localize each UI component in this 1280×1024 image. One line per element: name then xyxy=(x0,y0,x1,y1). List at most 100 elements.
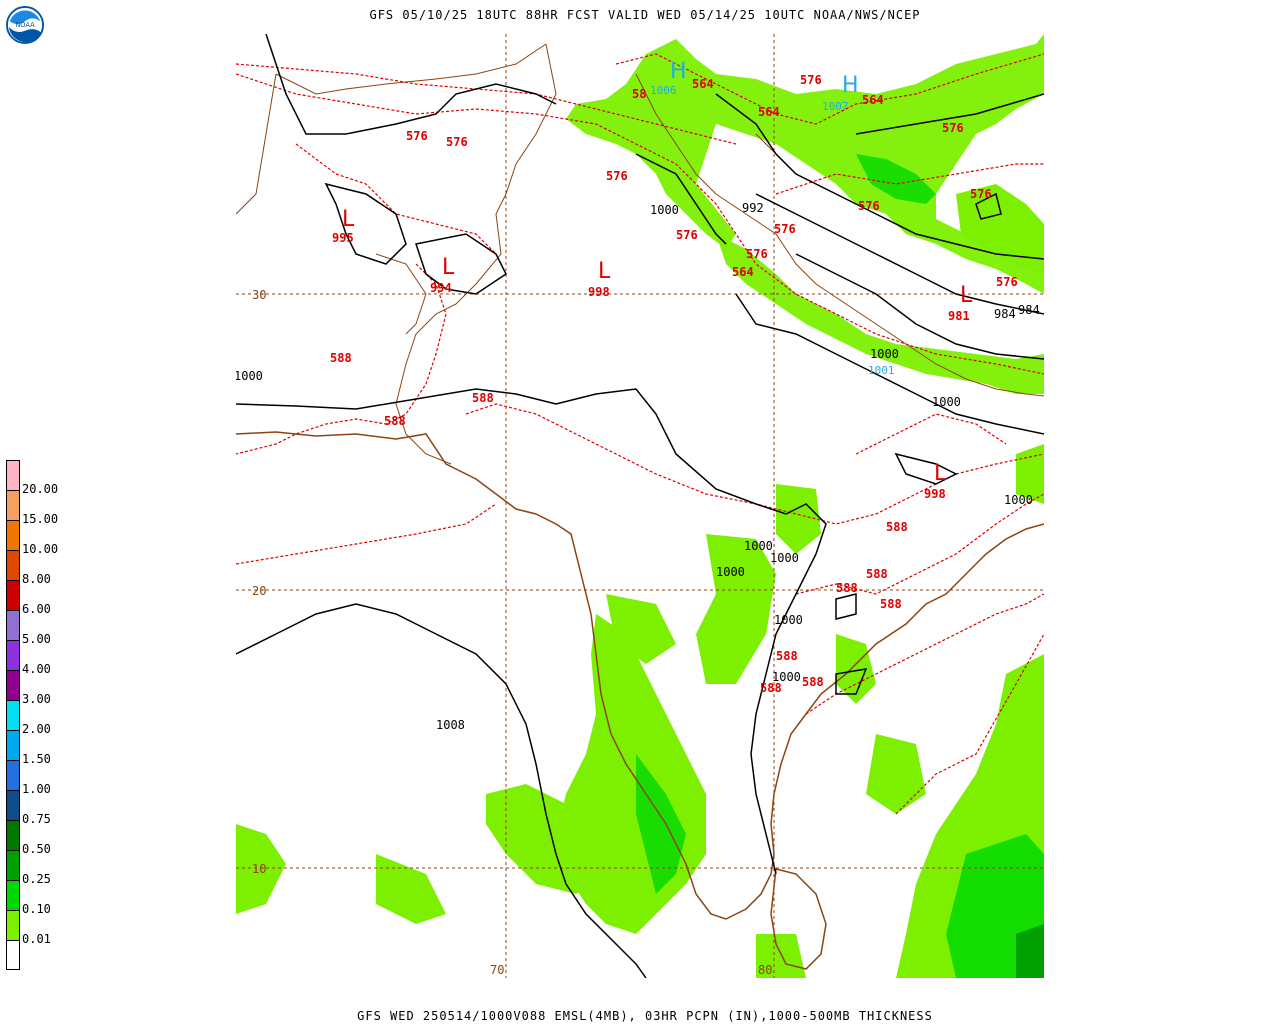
legend-swatch xyxy=(6,940,20,970)
thickness-label: 564 xyxy=(862,93,884,107)
precip-kerala xyxy=(636,754,686,894)
thickness-label: 576 xyxy=(996,275,1018,289)
lon-label-80: 80 xyxy=(758,963,772,977)
legend-label: 0.25 xyxy=(22,872,51,886)
precip-gangetic xyxy=(716,234,1044,394)
legend-swatch xyxy=(6,880,20,910)
precip-central xyxy=(776,484,821,554)
thickness-label: 588 xyxy=(880,597,902,611)
thickness-label: 588 xyxy=(776,649,798,663)
thickness-label: 576 xyxy=(774,222,796,236)
thickness-label: 576 xyxy=(606,169,628,183)
legend-swatch xyxy=(6,820,20,850)
low-center-symbol: L xyxy=(442,255,455,280)
isobar-label: 1000 xyxy=(772,670,801,684)
legend-label: 0.50 xyxy=(22,842,51,856)
thickness-label: 588 xyxy=(384,414,406,428)
low-center-value: 998 xyxy=(588,285,610,299)
legend-label: 8.00 xyxy=(22,572,51,586)
legend-swatch xyxy=(6,850,20,880)
noaa-logo: NOAA xyxy=(6,6,44,44)
precip-arabian-sea xyxy=(486,784,606,894)
thickness-label: 588 xyxy=(760,681,782,695)
legend-swatch xyxy=(6,670,20,700)
forecast-map: 30 20 10 70 80 L 995 L 994 L 998 L 981 L… xyxy=(236,34,1044,978)
precipitation-areas xyxy=(236,34,1044,978)
thickness-label: 564 xyxy=(692,77,714,91)
precip-sri-lanka xyxy=(756,934,806,978)
low-center-symbol: L xyxy=(934,461,947,486)
coastlines-borders xyxy=(236,43,1044,970)
isobar-label: 1000 xyxy=(716,565,745,579)
legend-label: 2.00 xyxy=(22,722,51,736)
lat-label-10: 10 xyxy=(252,862,266,876)
legend-swatch xyxy=(6,730,20,760)
low-center-symbol: L xyxy=(598,259,611,284)
legend-swatch xyxy=(6,640,20,670)
lat-lon-grid xyxy=(236,34,1044,978)
isobar-label: 1000 xyxy=(236,369,263,383)
legend-swatch xyxy=(6,490,20,520)
thickness-label: 576 xyxy=(676,228,698,242)
thickness-label: 588 xyxy=(472,391,494,405)
legend-label: 6.00 xyxy=(22,602,51,616)
map-caption: GFS WED 250514/1000V088 EMSL(4MB), 03HR … xyxy=(357,1009,933,1023)
precip-deccan xyxy=(696,534,776,684)
thickness-label: 576 xyxy=(746,247,768,261)
legend-label: 1.50 xyxy=(22,752,51,766)
thickness-label: 576 xyxy=(970,187,992,201)
low-center-value: 995 xyxy=(332,231,354,245)
lat-label-20: 20 xyxy=(252,584,266,598)
thickness-label: 576 xyxy=(858,199,880,213)
isobar-label: 1000 xyxy=(770,551,799,565)
legend-label: 0.75 xyxy=(22,812,51,826)
precip-bay xyxy=(866,734,926,814)
isobar-label: 1000 xyxy=(1004,493,1033,507)
isobar-label: 984 xyxy=(994,307,1016,321)
precip-east-edge xyxy=(1016,444,1044,504)
thickness-label: 564 xyxy=(758,105,780,119)
legend-swatch xyxy=(6,550,20,580)
high-center-value: 1001 xyxy=(868,364,895,377)
isobar-label: 1008 xyxy=(436,718,465,732)
precip-sw xyxy=(236,824,286,914)
precip-legend xyxy=(6,460,20,970)
high-center-value: 1007 xyxy=(822,100,849,113)
isobar-label: 1000 xyxy=(744,539,773,553)
lon-label-70: 70 xyxy=(490,963,504,977)
precip-east-coast xyxy=(836,634,876,704)
legend-label: 0.01 xyxy=(22,932,51,946)
map-canvas: 30 20 10 70 80 L 995 L 994 L 998 L 981 L… xyxy=(236,34,1044,978)
legend-label: 4.00 xyxy=(22,662,51,676)
isobar-label: 984 xyxy=(1018,303,1040,317)
thickness-label: 58 xyxy=(632,87,646,101)
isobar-label: 1000 xyxy=(650,203,679,217)
thickness-label: 564 xyxy=(732,265,754,279)
legend-label: 3.00 xyxy=(22,692,51,706)
thickness-label: 588 xyxy=(802,675,824,689)
precip-bay-heavier xyxy=(1016,924,1044,978)
thickness-label: 576 xyxy=(942,121,964,135)
legend-label: 20.00 xyxy=(22,482,59,496)
thickness-label: 588 xyxy=(836,581,858,595)
thickness-label: 588 xyxy=(886,520,908,534)
low-center-value: 981 xyxy=(948,309,970,323)
legend-swatch xyxy=(6,460,20,490)
isobar-label: 1000 xyxy=(932,395,961,409)
lat-label-30: 30 xyxy=(252,288,266,302)
high-center-symbol: H xyxy=(842,73,859,98)
thickness-label: 588 xyxy=(866,567,888,581)
precip-deccan2 xyxy=(606,594,676,664)
precip-ne xyxy=(956,184,1044,274)
legend-swatch xyxy=(6,520,20,550)
high-center-symbol: H xyxy=(670,59,687,84)
thickness-label: 576 xyxy=(446,135,468,149)
precip-himalaya xyxy=(566,34,1044,294)
precip-sea2 xyxy=(376,854,446,924)
legend-swatch xyxy=(6,610,20,640)
thickness-label: 588 xyxy=(330,351,352,365)
legend-label: 0.10 xyxy=(22,902,51,916)
low-center-symbol: L xyxy=(342,207,355,232)
thickness-label: 576 xyxy=(406,129,428,143)
legend-swatch xyxy=(6,700,20,730)
